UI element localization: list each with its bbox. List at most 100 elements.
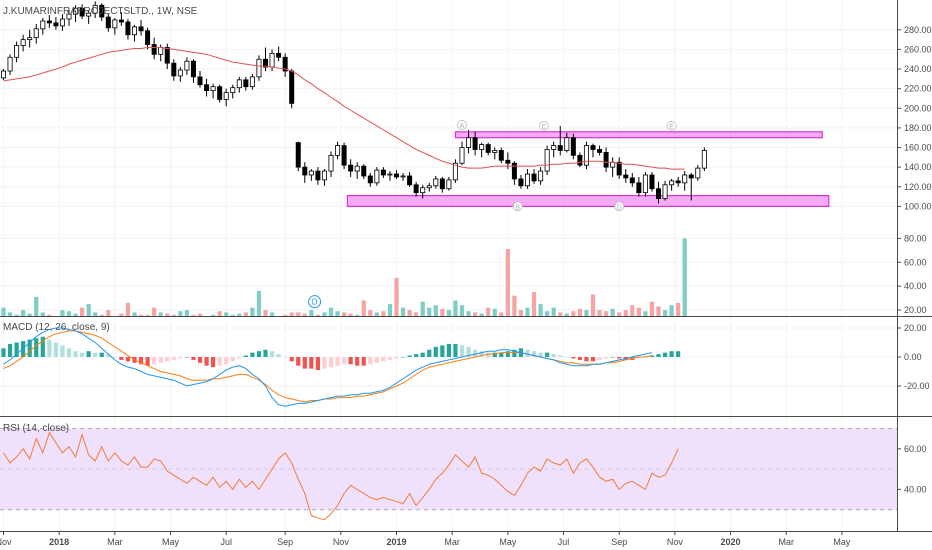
candle-body xyxy=(656,188,662,199)
volume-bar xyxy=(486,307,491,316)
candle-body xyxy=(701,150,707,169)
resistance-support-zones[interactable] xyxy=(346,131,830,207)
macd-histogram-bar xyxy=(525,349,530,357)
volume-bar xyxy=(584,310,589,316)
candle-body xyxy=(603,152,609,168)
candle-body xyxy=(171,62,177,77)
price-axis[interactable]: 280.00 260.00 240.00 220.00 200.00 180.00 160.… xyxy=(897,25,932,495)
volume-bar xyxy=(492,308,497,316)
candle-body xyxy=(367,175,373,184)
macd-histogram-bar xyxy=(486,352,491,357)
volume-bar xyxy=(355,314,360,316)
candle-body xyxy=(387,173,393,176)
macd-histogram-bar xyxy=(230,357,235,362)
volume-bar xyxy=(433,305,438,316)
pane-separators xyxy=(0,0,932,532)
macd-line xyxy=(3,327,653,407)
moving-average-line xyxy=(3,46,685,170)
volume-bar xyxy=(217,311,222,316)
volume-bar xyxy=(564,313,569,316)
macd-histogram-bar xyxy=(14,342,19,357)
macd-histogram-bar xyxy=(184,357,189,358)
macd-histogram-bar xyxy=(296,357,301,366)
pattern-marker-label: C xyxy=(541,124,546,131)
macd-histogram-bar xyxy=(400,357,406,358)
volume-bar xyxy=(7,312,13,316)
volume-bar xyxy=(446,310,451,316)
macd-histogram-bar xyxy=(256,351,262,357)
macd-histogram-bar xyxy=(1,348,6,357)
macd-histogram-bar xyxy=(289,357,294,362)
macd-histogram-bar xyxy=(636,357,641,359)
volume-bar xyxy=(348,313,353,316)
candle-body xyxy=(204,84,210,92)
candle-body xyxy=(590,145,596,150)
candle-body xyxy=(564,137,570,151)
candle-body xyxy=(341,145,347,166)
time-tick-label: Jul xyxy=(220,537,232,547)
candle-body xyxy=(452,162,458,181)
pattern-marker xyxy=(538,121,549,131)
candle-body xyxy=(276,52,282,58)
volume-bar xyxy=(171,314,176,316)
volume-bar xyxy=(119,313,124,316)
macd-histogram-bar xyxy=(551,354,556,357)
macd-histogram-bar xyxy=(466,346,471,357)
candle-body xyxy=(498,150,504,161)
macd-tick-label: -20.00 xyxy=(904,381,930,391)
candle-body xyxy=(525,173,531,187)
macd-histogram-bar xyxy=(479,351,484,357)
volume-bar xyxy=(322,312,327,316)
volume-bar xyxy=(361,300,366,316)
candle-body xyxy=(505,159,511,164)
candle-body xyxy=(262,58,268,68)
volume-bar xyxy=(165,313,170,316)
pattern-marker-label: E xyxy=(669,124,674,131)
macd-histogram-bar xyxy=(178,357,183,359)
candle-body xyxy=(321,170,327,181)
candle-body xyxy=(125,21,131,36)
candle-body xyxy=(282,56,288,72)
price-tick-label: 140.00 xyxy=(904,162,932,172)
price-tick-label: 100.00 xyxy=(904,201,932,211)
price-tick-label: 240.00 xyxy=(904,64,932,74)
candle-body xyxy=(492,150,498,153)
time-tick-label: Jul xyxy=(558,537,570,547)
volume-bar xyxy=(545,311,550,316)
volume-bar xyxy=(381,311,386,316)
candle-body xyxy=(256,58,262,78)
volume-bar xyxy=(263,310,268,316)
macd-histogram-bar xyxy=(328,357,334,368)
macd-histogram-bar xyxy=(171,357,176,360)
volume-bar xyxy=(420,301,425,316)
time-tick-label: 2018 xyxy=(49,537,69,547)
macd-histogram-bar xyxy=(217,357,222,366)
macd-histogram-bar xyxy=(93,352,98,357)
candle-body xyxy=(295,142,301,168)
macd-histogram-bar xyxy=(420,352,425,357)
rsi-legend: RSI (14, close) xyxy=(3,423,69,434)
volume-bar xyxy=(643,311,648,316)
volume-bar xyxy=(315,314,320,316)
volume-bar xyxy=(184,310,189,316)
candle-body xyxy=(511,162,517,180)
candle-body xyxy=(184,60,190,71)
candle-body xyxy=(439,178,445,190)
pattern-markers: A C E B D xyxy=(457,120,677,211)
candle-body xyxy=(118,19,124,23)
macd-histogram-bar xyxy=(73,351,78,357)
candle-body xyxy=(597,149,603,153)
macd-histogram-bar xyxy=(86,351,91,357)
volume-bar xyxy=(106,310,111,316)
candle-body xyxy=(610,161,616,168)
macd-histogram-bar xyxy=(348,357,353,365)
candle-body xyxy=(538,170,544,182)
macd-histogram-bar xyxy=(499,352,504,357)
dividend-marker-label: D xyxy=(312,298,318,307)
volume-bar xyxy=(577,308,582,316)
time-axis[interactable]: Nov 2018 Mar May Jul Sep Nov 2019 Mar May Jul Sep No… xyxy=(0,531,851,547)
volume-bar xyxy=(243,312,248,316)
candle-body xyxy=(79,7,85,17)
candle-body xyxy=(0,70,6,79)
